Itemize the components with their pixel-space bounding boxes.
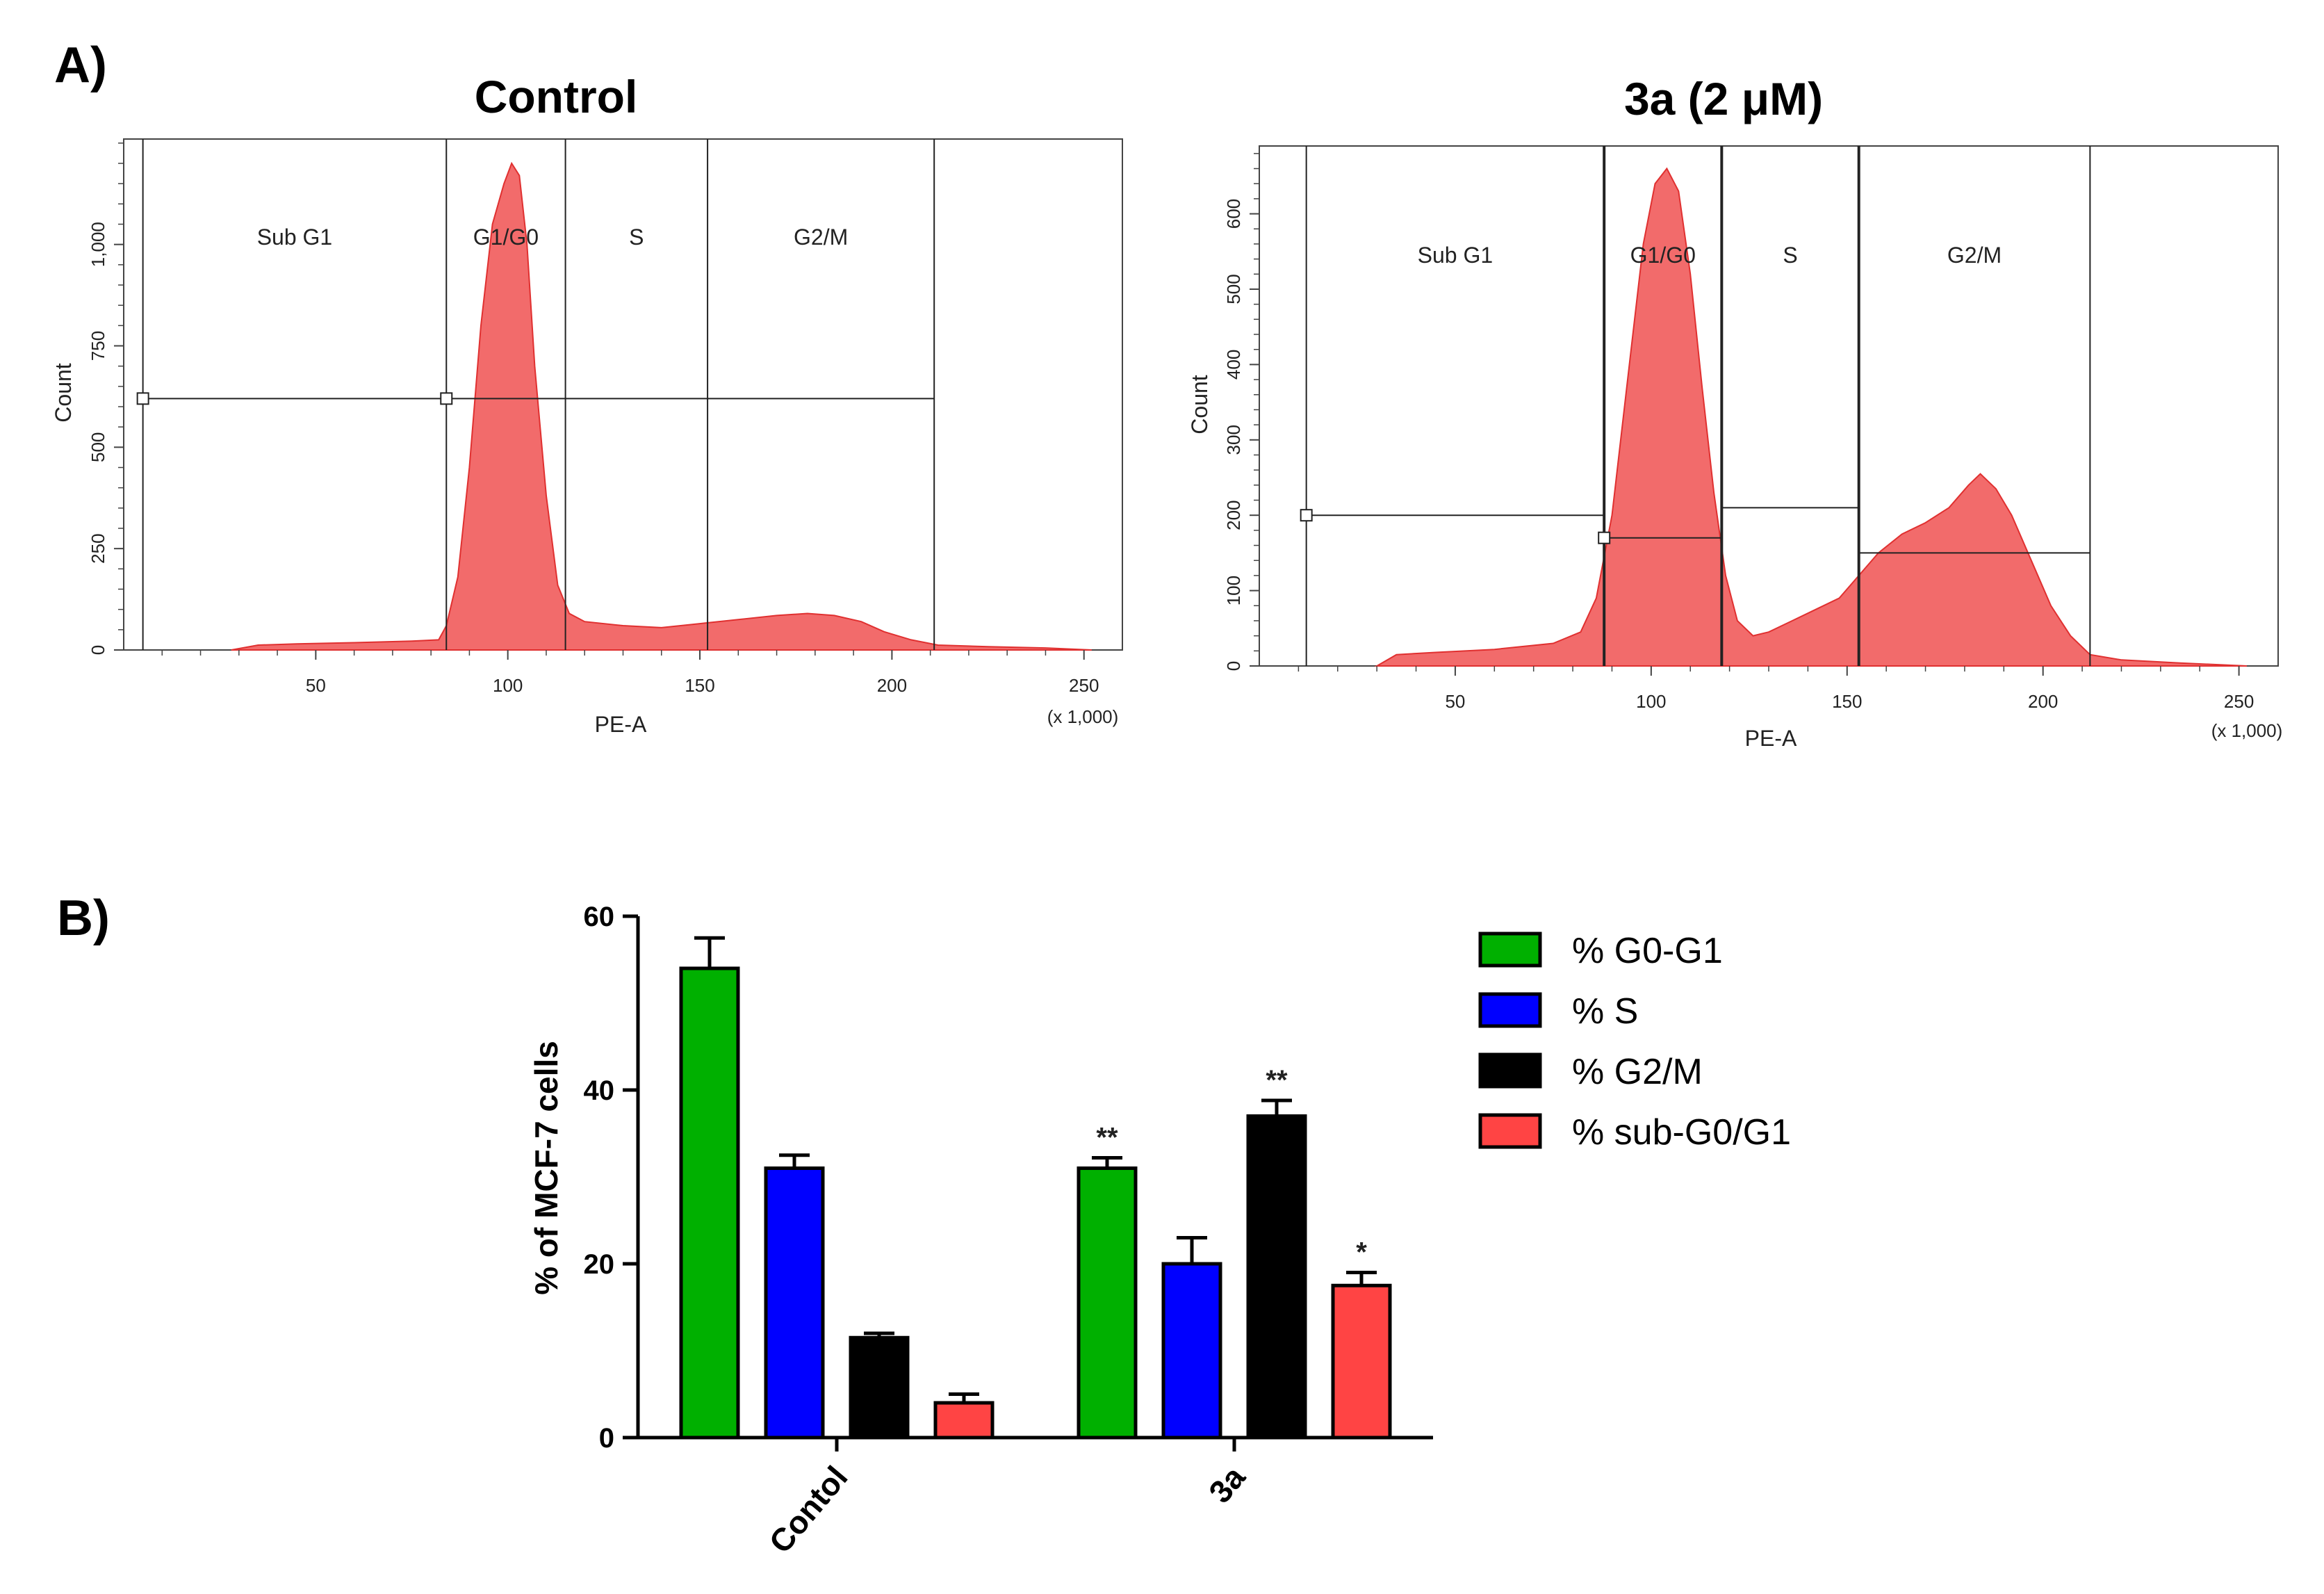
y-tick-label: 0 <box>88 645 108 655</box>
y-tick-label: 600 <box>1223 199 1244 229</box>
significance-marker: ** <box>1266 1065 1288 1096</box>
bar <box>1246 1114 1307 1440</box>
histogram-control-title: Control <box>475 71 638 122</box>
legend-entry: % G0-G1 <box>1572 931 1723 971</box>
gate-label: S <box>629 225 644 250</box>
histogram-3a-title: 3a (2 μM) <box>1624 73 1823 124</box>
bar <box>849 1335 910 1440</box>
gate-label: G1/G0 <box>473 225 539 250</box>
x-tick-label: 200 <box>877 675 907 696</box>
x-tick-label: 150 <box>1832 691 1862 712</box>
significance-marker: * <box>1356 1237 1367 1268</box>
y-tick-label: 250 <box>88 533 108 563</box>
legend-swatch <box>1478 1113 1542 1149</box>
legend-entry: % sub-G0/G1 <box>1572 1112 1791 1153</box>
histogram-plot-frame <box>123 138 1123 651</box>
panel-a-label: A) <box>54 38 107 93</box>
y-tick-label: 0 <box>1223 661 1244 671</box>
gate-handle <box>440 392 453 405</box>
gate-label: G2/M <box>794 225 848 250</box>
gate-label: Sub G1 <box>257 225 333 250</box>
y-tick-label: 400 <box>1223 350 1244 380</box>
legend-swatch <box>1478 932 1542 968</box>
bar-y-tick-label: 0 <box>599 1423 614 1454</box>
significance-marker: ** <box>1096 1123 1118 1153</box>
histogram-plot-frame <box>1259 145 2279 667</box>
y-tick-label: 300 <box>1223 425 1244 455</box>
histogram-3a-x-multiplier: (x 1,000) <box>2211 720 2283 741</box>
x-tick-label: 200 <box>2028 691 2058 712</box>
legend-entry: % S <box>1572 991 1638 1032</box>
y-tick-label: 100 <box>1223 576 1244 605</box>
panel-b-label: B) <box>57 890 110 946</box>
histogram-3a-ylabel: Count <box>1187 375 1212 434</box>
gate-handle <box>1598 531 1611 544</box>
histogram-3a: 3a (2 μM) PE-A Count (x 1,000) Sub G1 G1/… <box>1187 73 2282 751</box>
x-tick-label: 50 <box>306 675 326 696</box>
gate-label: Sub G1 <box>1418 243 1494 268</box>
y-tick-label: 500 <box>1223 274 1244 304</box>
bar <box>1331 1283 1392 1440</box>
histogram-control-x-multiplier: (x 1,000) <box>1047 706 1119 727</box>
bar-chart-ylabel: % of MCF-7 cells <box>528 1041 564 1295</box>
bar-y-tick-label: 40 <box>584 1075 615 1106</box>
bar-y-tick-label: 20 <box>584 1249 615 1280</box>
x-tick-label: 50 <box>1445 691 1465 712</box>
histogram-area <box>231 161 1092 651</box>
histogram-control: Control PE-A Count (x 1,000) Sub G1 G1/G0… <box>51 71 1123 737</box>
y-tick-label: 750 <box>88 331 108 361</box>
gate-label: G1/G0 <box>1630 243 1696 268</box>
y-tick-label: 500 <box>88 432 108 462</box>
gate-handle <box>136 392 149 405</box>
bar-chart-legend: % G0-G1 % S % G2/M % sub-G0/G1 <box>1478 931 1791 1153</box>
x-tick-label: 250 <box>1069 675 1099 696</box>
x-tick-label: 100 <box>1636 691 1666 712</box>
legend-entry: % G2/M <box>1572 1052 1703 1092</box>
histogram-area <box>1374 167 2247 667</box>
histogram-control-xlabel: PE-A <box>595 712 647 737</box>
histogram-3a-xlabel: PE-A <box>1745 726 1797 751</box>
x-tick-label: 100 <box>493 675 523 696</box>
x-tick-label: 250 <box>2224 691 2254 712</box>
y-tick-label: 200 <box>1223 500 1244 530</box>
bar <box>679 966 740 1440</box>
bar <box>764 1166 825 1440</box>
bar-y-tick-label: 60 <box>584 902 615 932</box>
legend-swatch <box>1478 992 1542 1028</box>
bar <box>933 1401 995 1440</box>
gate-label: S <box>1783 243 1797 268</box>
x-tick-label: 150 <box>685 675 714 696</box>
bar-category-label: Contol <box>762 1459 854 1560</box>
y-tick-label: 1,000 <box>88 222 108 267</box>
gate-handle <box>1300 509 1313 522</box>
bar <box>1161 1262 1222 1440</box>
legend-swatch <box>1478 1052 1542 1089</box>
bar-category-label: 3a <box>1202 1459 1252 1510</box>
gate-label: G2/M <box>1947 243 2002 268</box>
bar <box>1077 1166 1138 1440</box>
histogram-control-ylabel: Count <box>51 363 76 423</box>
